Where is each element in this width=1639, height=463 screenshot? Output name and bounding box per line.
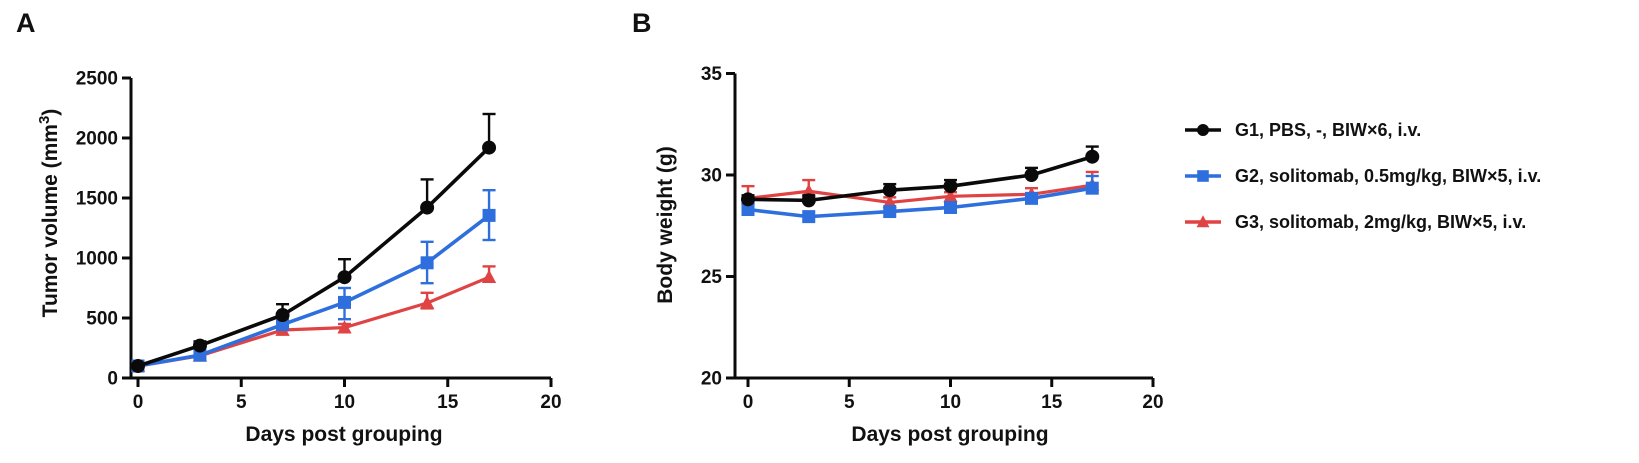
- series-triangle: [740, 170, 1100, 209]
- triangle-marker-icon: [801, 183, 816, 198]
- y-tick-label: 2500: [76, 69, 118, 90]
- circle-marker-icon: [482, 140, 497, 155]
- square-marker-icon: [338, 295, 351, 309]
- series-line: [746, 186, 1095, 219]
- circle-marker-icon: [275, 308, 290, 322]
- circle-marker-icon: [1024, 168, 1039, 182]
- triangle-marker-icon: [943, 188, 958, 203]
- square-marker-icon: [741, 203, 755, 217]
- square-marker-icon: [1025, 191, 1038, 205]
- y-axis-label: Tumor volume (mm3): [36, 109, 62, 318]
- circle-marker-icon: [741, 192, 755, 207]
- circle-marker-icon: [337, 270, 352, 285]
- square-marker-icon: [420, 256, 434, 270]
- y-axis-label: Body weight (g): [654, 146, 677, 303]
- circle-legend-marker: [1185, 124, 1221, 136]
- x-tick-label: 20: [540, 392, 561, 413]
- body-weight-chart: 20 25 30 35 0 5 10 15 20 Days post grouping Body w…: [654, 64, 1164, 446]
- x-tick-label: 5: [236, 392, 247, 413]
- square-legend-marker: [1185, 170, 1221, 182]
- square-marker-icon: [276, 318, 290, 332]
- series-line: [746, 183, 1094, 205]
- panel-b-label: B: [632, 8, 652, 38]
- x-tick-label: 10: [334, 392, 355, 413]
- triangle-marker-icon: [882, 194, 897, 209]
- legend-item: G2, solitomab, 0.5mg/kg, BIW×5, i.v.: [1183, 153, 1541, 199]
- y-tick-label: 2000: [76, 129, 118, 150]
- square-marker-icon: [944, 200, 957, 214]
- square-marker-icon: [1085, 181, 1099, 195]
- y-tick-label: 30: [701, 166, 722, 187]
- legend-item-label: G2, solitomab, 0.5mg/kg, BIW×5, i.v.: [1235, 165, 1542, 186]
- square-marker-icon: [193, 348, 207, 362]
- y-tick-label: 1500: [76, 189, 118, 210]
- x-tick-label: 20: [1142, 392, 1163, 413]
- y-tick-label: 0: [107, 369, 118, 390]
- panel-a-label: A: [16, 8, 36, 38]
- legend-item: G3, solitomab, 2mg/kg, BIW×5, i.v.: [1183, 199, 1541, 245]
- y-tick-label: 1000: [76, 249, 118, 270]
- x-tick-label: 10: [940, 392, 961, 413]
- series-line: [746, 154, 1095, 203]
- x-tick-label: 5: [844, 392, 855, 413]
- legend-item-label: G3, solitomab, 2mg/kg, BIW×5, i.v.: [1235, 211, 1527, 232]
- square-marker-icon: [1197, 170, 1209, 182]
- circle-marker-icon: [192, 338, 207, 353]
- triangle-legend-marker: [1185, 215, 1221, 228]
- circle-marker-icon: [943, 179, 958, 194]
- circle-marker-icon: [1197, 124, 1209, 136]
- series-line: [136, 145, 491, 368]
- circle-marker-icon: [801, 193, 816, 208]
- y-tick-label: 500: [86, 309, 118, 330]
- tumor-volume-chart: 0 500 1000 1500 2000 2500 0 5 10 15 20 Days post gr…: [36, 69, 562, 447]
- y-tick-label: 35: [701, 64, 723, 85]
- series-line: [136, 213, 491, 368]
- circle-marker-icon: [131, 359, 145, 373]
- circle-marker-icon: [882, 183, 897, 198]
- circle-marker-icon: [1085, 149, 1100, 164]
- series-square: [131, 188, 496, 373]
- circle-marker-icon: [420, 200, 435, 215]
- x-axis-label: Days post grouping: [851, 423, 1048, 446]
- series-line: [136, 275, 491, 368]
- triangle-marker-icon: [419, 295, 435, 309]
- square-marker-icon: [482, 208, 496, 222]
- square-marker-icon: [802, 210, 816, 224]
- y-tick-label: 25: [701, 267, 723, 288]
- x-tick-label: 0: [743, 392, 754, 413]
- legend-item-label: G1, PBS, -, BIW×6, i.v.: [1235, 119, 1422, 140]
- x-axis-label: Days post grouping: [245, 423, 442, 446]
- y-tick-label: 20: [701, 369, 722, 390]
- x-tick-label: 15: [1041, 392, 1063, 413]
- triangle-marker-icon: [337, 320, 352, 334]
- series-circle: [741, 145, 1100, 208]
- triangle-marker-icon: [481, 269, 497, 284]
- x-tick-label: 0: [133, 392, 144, 413]
- legend-item: G1, PBS, -, BIW×6, i.v.: [1183, 107, 1541, 153]
- square-marker-icon: [883, 205, 897, 219]
- series-circle: [131, 112, 497, 373]
- legend: G1, PBS, -, BIW×6, i.v. G2, solitomab, 0.…: [1183, 107, 1541, 245]
- x-tick-label: 15: [437, 392, 459, 413]
- triangle-marker-icon: [1196, 215, 1210, 228]
